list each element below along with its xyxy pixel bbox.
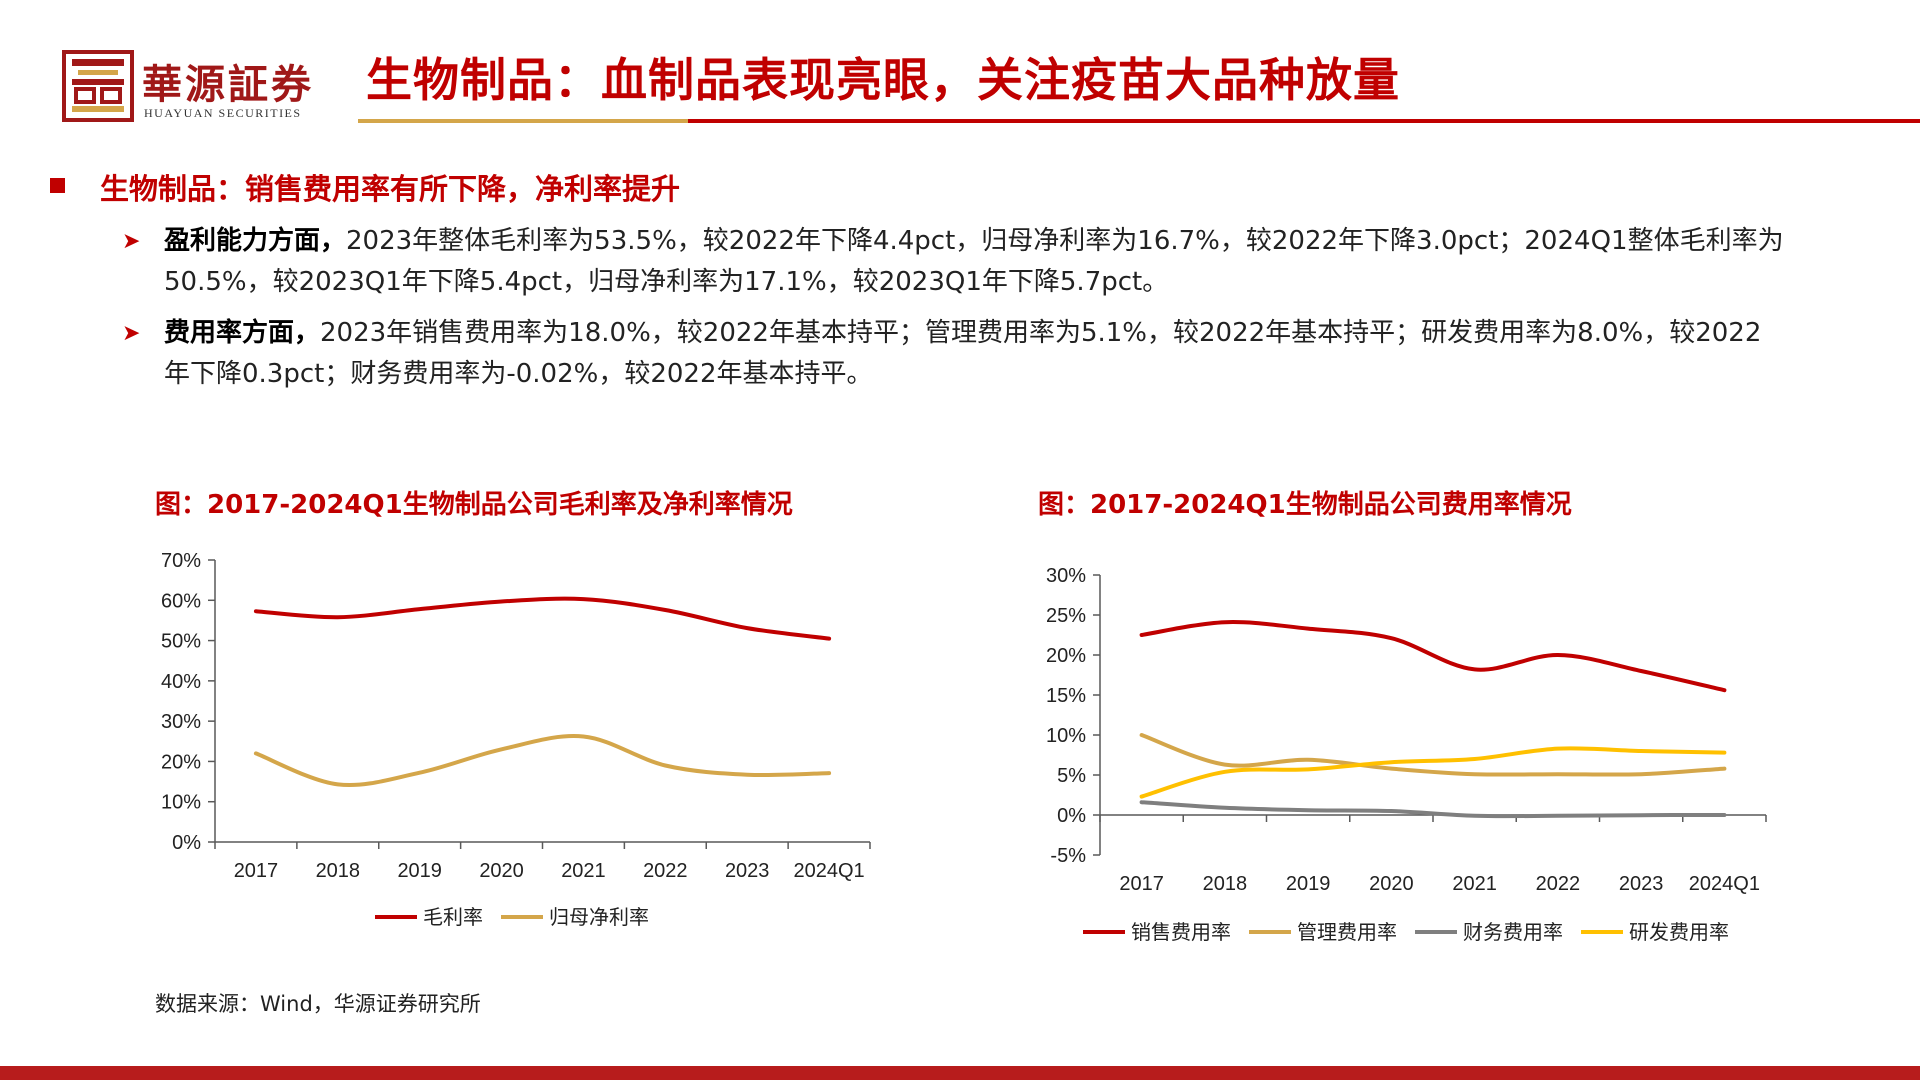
legend-label: 销售费用率 [1131, 920, 1231, 944]
x-tick-label: 2023 [1619, 873, 1664, 895]
header-divider-red [688, 119, 1920, 123]
chart-title-margins: 图：2017-2024Q1生物制品公司毛利率及净利率情况 [155, 490, 793, 520]
series-line [1139, 800, 1727, 819]
bullet-text: 2023年销售费用率为18.0%，较2022年基本持平；管理费用率为5.1%，较… [320, 318, 1762, 348]
page-title: 生物制品：血制品表现亮眼，关注疫苗大品种放量 [366, 53, 1400, 107]
legend-label: 管理费用率 [1297, 920, 1397, 944]
y-tick-label: 30% [161, 711, 201, 733]
bullet-text: 年下降0.3pct；财务费用率为-0.02%，较2022年基本持平。 [164, 359, 873, 389]
x-tick-label: 2017 [1119, 873, 1164, 895]
legend-label: 研发费用率 [1629, 920, 1729, 944]
section-heading: 生物制品：销售费用率有所下降，净利率提升 [100, 172, 681, 206]
bullet-lead: 盈利能力方面， [164, 226, 347, 256]
margin-line-chart: 0% 10% 20% 30% 40% 50% 60% 70% 2017 2018 2019 2020 2… [161, 550, 871, 929]
bullet-lead: 费用率方面， [164, 318, 321, 348]
expense-line-chart: -5% 0% 5% 10% 15% 20% 25% 30% 2017 2018 2019 2020 20… [1046, 565, 1767, 944]
x-tick-label: 2024Q1 [1689, 873, 1760, 895]
x-tick-label: 2020 [1369, 873, 1414, 895]
x-tick-label: 2022 [643, 860, 688, 882]
y-tick-label: 40% [161, 671, 201, 693]
series-line [1139, 620, 1727, 693]
y-tick-label: 0% [172, 832, 201, 854]
x-tick-label: 2022 [1536, 873, 1581, 895]
y-tick-label: 60% [161, 590, 201, 612]
legend-label: 归母净利率 [549, 905, 649, 929]
x-tick-label: 2019 [397, 860, 442, 882]
legend-label: 财务费用率 [1463, 920, 1563, 944]
series-line [1139, 746, 1727, 799]
y-tick-label: 5% [1057, 765, 1086, 787]
y-tick-label: 50% [161, 631, 201, 653]
x-tick-label: 2021 [1452, 873, 1497, 895]
y-tick-label: 20% [1046, 645, 1086, 667]
footer-bar [0, 1066, 1920, 1080]
arrow-bullet-icon: ➤ [122, 321, 141, 346]
x-tick-label: 2018 [316, 860, 361, 882]
bullet-expense-ratio: 费用率方面，2023年销售费用率为18.0%，较2022年基本持平；管理费用率为… [164, 313, 1864, 395]
square-bullet-icon [50, 178, 65, 193]
x-tick-label: 2019 [1286, 873, 1331, 895]
y-tick-label: 15% [1046, 685, 1086, 707]
y-tick-label: 10% [161, 792, 201, 814]
bullet-profitability: 盈利能力方面，2023年整体毛利率为53.5%，较2022年下降4.4pct，归… [164, 221, 1864, 303]
x-tick-label: 2021 [561, 860, 606, 882]
y-tick-label: 25% [1046, 605, 1086, 627]
header-divider-gold [358, 119, 688, 123]
x-tick-label: 2018 [1203, 873, 1248, 895]
series-line [253, 734, 832, 788]
y-tick-label: 70% [161, 550, 201, 572]
bullet-text: 2023年整体毛利率为53.5%，较2022年下降4.4pct，归母净利率为16… [346, 226, 1784, 256]
legend-label: 毛利率 [423, 905, 483, 929]
logo-chinese-name: 華源証券 [142, 61, 314, 108]
x-tick-label: 2023 [725, 860, 770, 882]
series-line [1139, 733, 1727, 777]
brand-logo: 華源証券 HUAYUAN SECURITIES [62, 48, 332, 124]
bullet-text: 50.5%，较2023Q1年下降5.4pct，归母净利率为17.1%，较2023… [164, 267, 1169, 297]
arrow-bullet-icon: ➤ [122, 229, 141, 254]
y-tick-label: 0% [1057, 805, 1086, 827]
y-tick-label: 10% [1046, 725, 1086, 747]
x-tick-label: 2024Q1 [793, 860, 864, 882]
logo-english-name: HUAYUAN SECURITIES [144, 106, 302, 120]
y-tick-label: 30% [1046, 565, 1086, 587]
y-tick-label: -5% [1050, 845, 1086, 867]
x-tick-label: 2020 [479, 860, 524, 882]
x-tick-label: 2017 [234, 860, 279, 882]
data-source-note: 数据来源：Wind，华源证券研究所 [155, 992, 481, 1016]
y-tick-label: 20% [161, 751, 201, 773]
series-line [253, 596, 832, 641]
huayuan-seal-icon [62, 50, 134, 122]
chart-title-expense: 图：2017-2024Q1生物制品公司费用率情况 [1038, 490, 1572, 520]
